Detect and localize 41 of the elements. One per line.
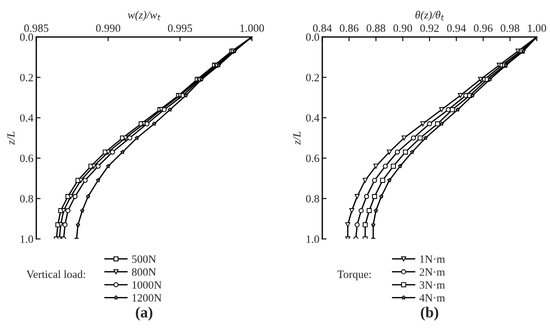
y-axis-title: z/L bbox=[293, 132, 301, 145]
y-tick-label: 0.4 bbox=[20, 114, 34, 122]
legend-label: 1000N bbox=[132, 281, 162, 289]
text: (b) bbox=[420, 306, 438, 321]
y-tick-label: 0.0 bbox=[306, 33, 320, 41]
y-tick-label: 0.0 bbox=[20, 33, 34, 41]
y-axis-title: z/L bbox=[7, 132, 15, 145]
x-tick-label: 1.000 bbox=[240, 24, 264, 32]
x-tick-label: 0.92 bbox=[420, 24, 439, 32]
x-tick-label: 0.96 bbox=[474, 24, 493, 32]
y-tick-label: 0.8 bbox=[306, 194, 320, 203]
x-tick-label: 0.98 bbox=[500, 24, 520, 32]
x-axis-title: w(z)/w$_{t}$ bbox=[128, 10, 161, 21]
x-tick-label: 1.00 bbox=[528, 24, 546, 32]
legend-label: 800N bbox=[132, 268, 156, 276]
y-tick-label: 0.8 bbox=[20, 194, 34, 203]
x-tick-label: 0.86 bbox=[340, 24, 359, 32]
x-tick-label: 0.995 bbox=[168, 24, 192, 32]
x-axis-title: θ(z)/θ$_{t}$ bbox=[415, 10, 444, 21]
x-tick-label: 0.88 bbox=[366, 24, 386, 32]
legend-label: 2N·m bbox=[420, 268, 445, 276]
text: (a) bbox=[136, 306, 152, 321]
legend-label: 3N·m bbox=[420, 281, 445, 289]
legend-label: 1N·m bbox=[420, 255, 445, 263]
legend-label: 1200N bbox=[132, 294, 162, 302]
y-tick-label: 0.6 bbox=[306, 154, 320, 162]
y-tick-label: 0.4 bbox=[306, 114, 320, 122]
y-tick-label: 0.6 bbox=[20, 154, 34, 162]
legend-title: Torque: bbox=[337, 270, 371, 280]
x-tick-label: 0.90 bbox=[393, 24, 412, 32]
y-tick-label: 1.0 bbox=[20, 235, 34, 243]
x-tick-label: 0.985 bbox=[24, 24, 48, 32]
legend-title: Vertical load: bbox=[26, 270, 85, 278]
x-tick-label: 0.84 bbox=[313, 24, 332, 32]
legend-label: 500N bbox=[132, 255, 156, 263]
y-tick-label: 0.2 bbox=[306, 74, 319, 82]
x-tick-label: 0.990 bbox=[96, 24, 120, 32]
y-tick-label: 1.0 bbox=[306, 235, 320, 243]
legend-label: 4N·m bbox=[419, 294, 445, 302]
y-tick-label: 0.2 bbox=[20, 74, 33, 82]
x-tick-label: 0.94 bbox=[447, 24, 466, 32]
